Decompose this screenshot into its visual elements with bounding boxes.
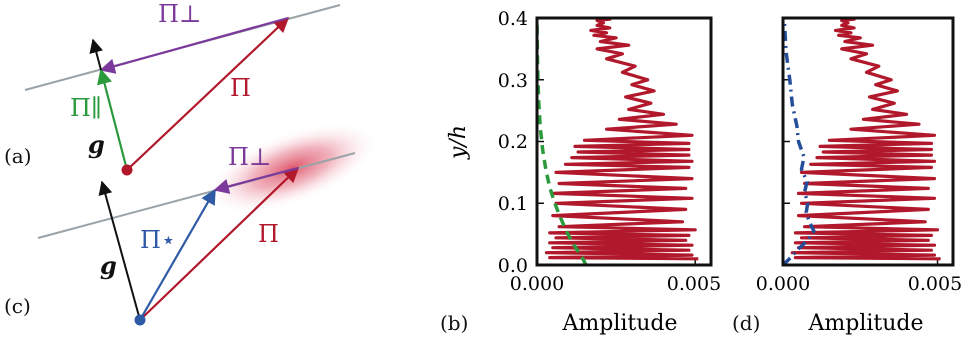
origin-dot-c [134, 314, 146, 326]
plane-line-c [37, 152, 356, 239]
panel-c: Π⊥ Π⋆ Π g (c) [4, 121, 380, 326]
x-axis-title-d: Amplitude [807, 311, 923, 336]
vector-pi-c [139, 166, 300, 321]
label-pi-perp-a: Π⊥ [158, 0, 202, 28]
label-pi-par-a: Π∥ [70, 94, 102, 122]
plot-area-b [536, 17, 699, 266]
y-axis-title: y/h [446, 125, 471, 160]
vector-pi-perp-c [213, 166, 299, 194]
series-line-solid [544, 18, 699, 261]
origin-dot-a [121, 164, 133, 176]
chart-b: 0.0 0.1 0.2 0.3 0.4 0.000 0.005 y/h Ampl… [440, 8, 721, 336]
panel-label-b: (b) [440, 311, 468, 335]
label-pi-c: Π [258, 220, 279, 248]
label-g-c: g [100, 251, 117, 280]
vector-g-c [98, 180, 141, 321]
xtick-label: 0.000 [510, 273, 564, 295]
series-line-dashdot [783, 18, 816, 265]
ytick-label: 0.1 [498, 193, 528, 215]
label-pi-a: Π [230, 74, 251, 102]
panel-a: Π⊥ Π Π∥ g (a) [4, 0, 341, 176]
axes-frame-b [535, 16, 713, 267]
vector-pi-par-a [97, 68, 129, 171]
vector-g-a [89, 38, 104, 71]
vector-pi-perp-a [99, 16, 289, 74]
panel-label-c: (c) [4, 294, 31, 318]
panel-label-a: (a) [4, 144, 32, 168]
plot-area-d [782, 17, 941, 266]
panel-label-d: (d) [732, 311, 760, 335]
label-pi-perp-c: Π⊥ [228, 143, 272, 171]
ytick-label: 0.2 [498, 131, 528, 153]
ytick-label: 0.4 [498, 8, 528, 30]
ytick-label: 0.0 [498, 255, 528, 277]
label-g-a: g [88, 130, 105, 159]
xtick-label: 0.005 [908, 273, 962, 295]
label-pi-star-c: Π⋆ [140, 226, 176, 254]
xtick-label: 0.000 [756, 273, 810, 295]
x-axis-title-b: Amplitude [561, 311, 677, 336]
vector-pi-a [126, 16, 290, 171]
ytick-label: 0.3 [498, 70, 528, 92]
chart-d: 0.000 0.005 Amplitude (d) [732, 16, 962, 336]
series-line-dashed [537, 18, 588, 265]
series-line-solid [790, 18, 941, 261]
xtick-label: 0.005 [667, 273, 721, 295]
uncertainty-cloud-c [204, 121, 380, 215]
vector-pi-star-c [139, 188, 216, 321]
axes-frame-d [781, 16, 955, 267]
